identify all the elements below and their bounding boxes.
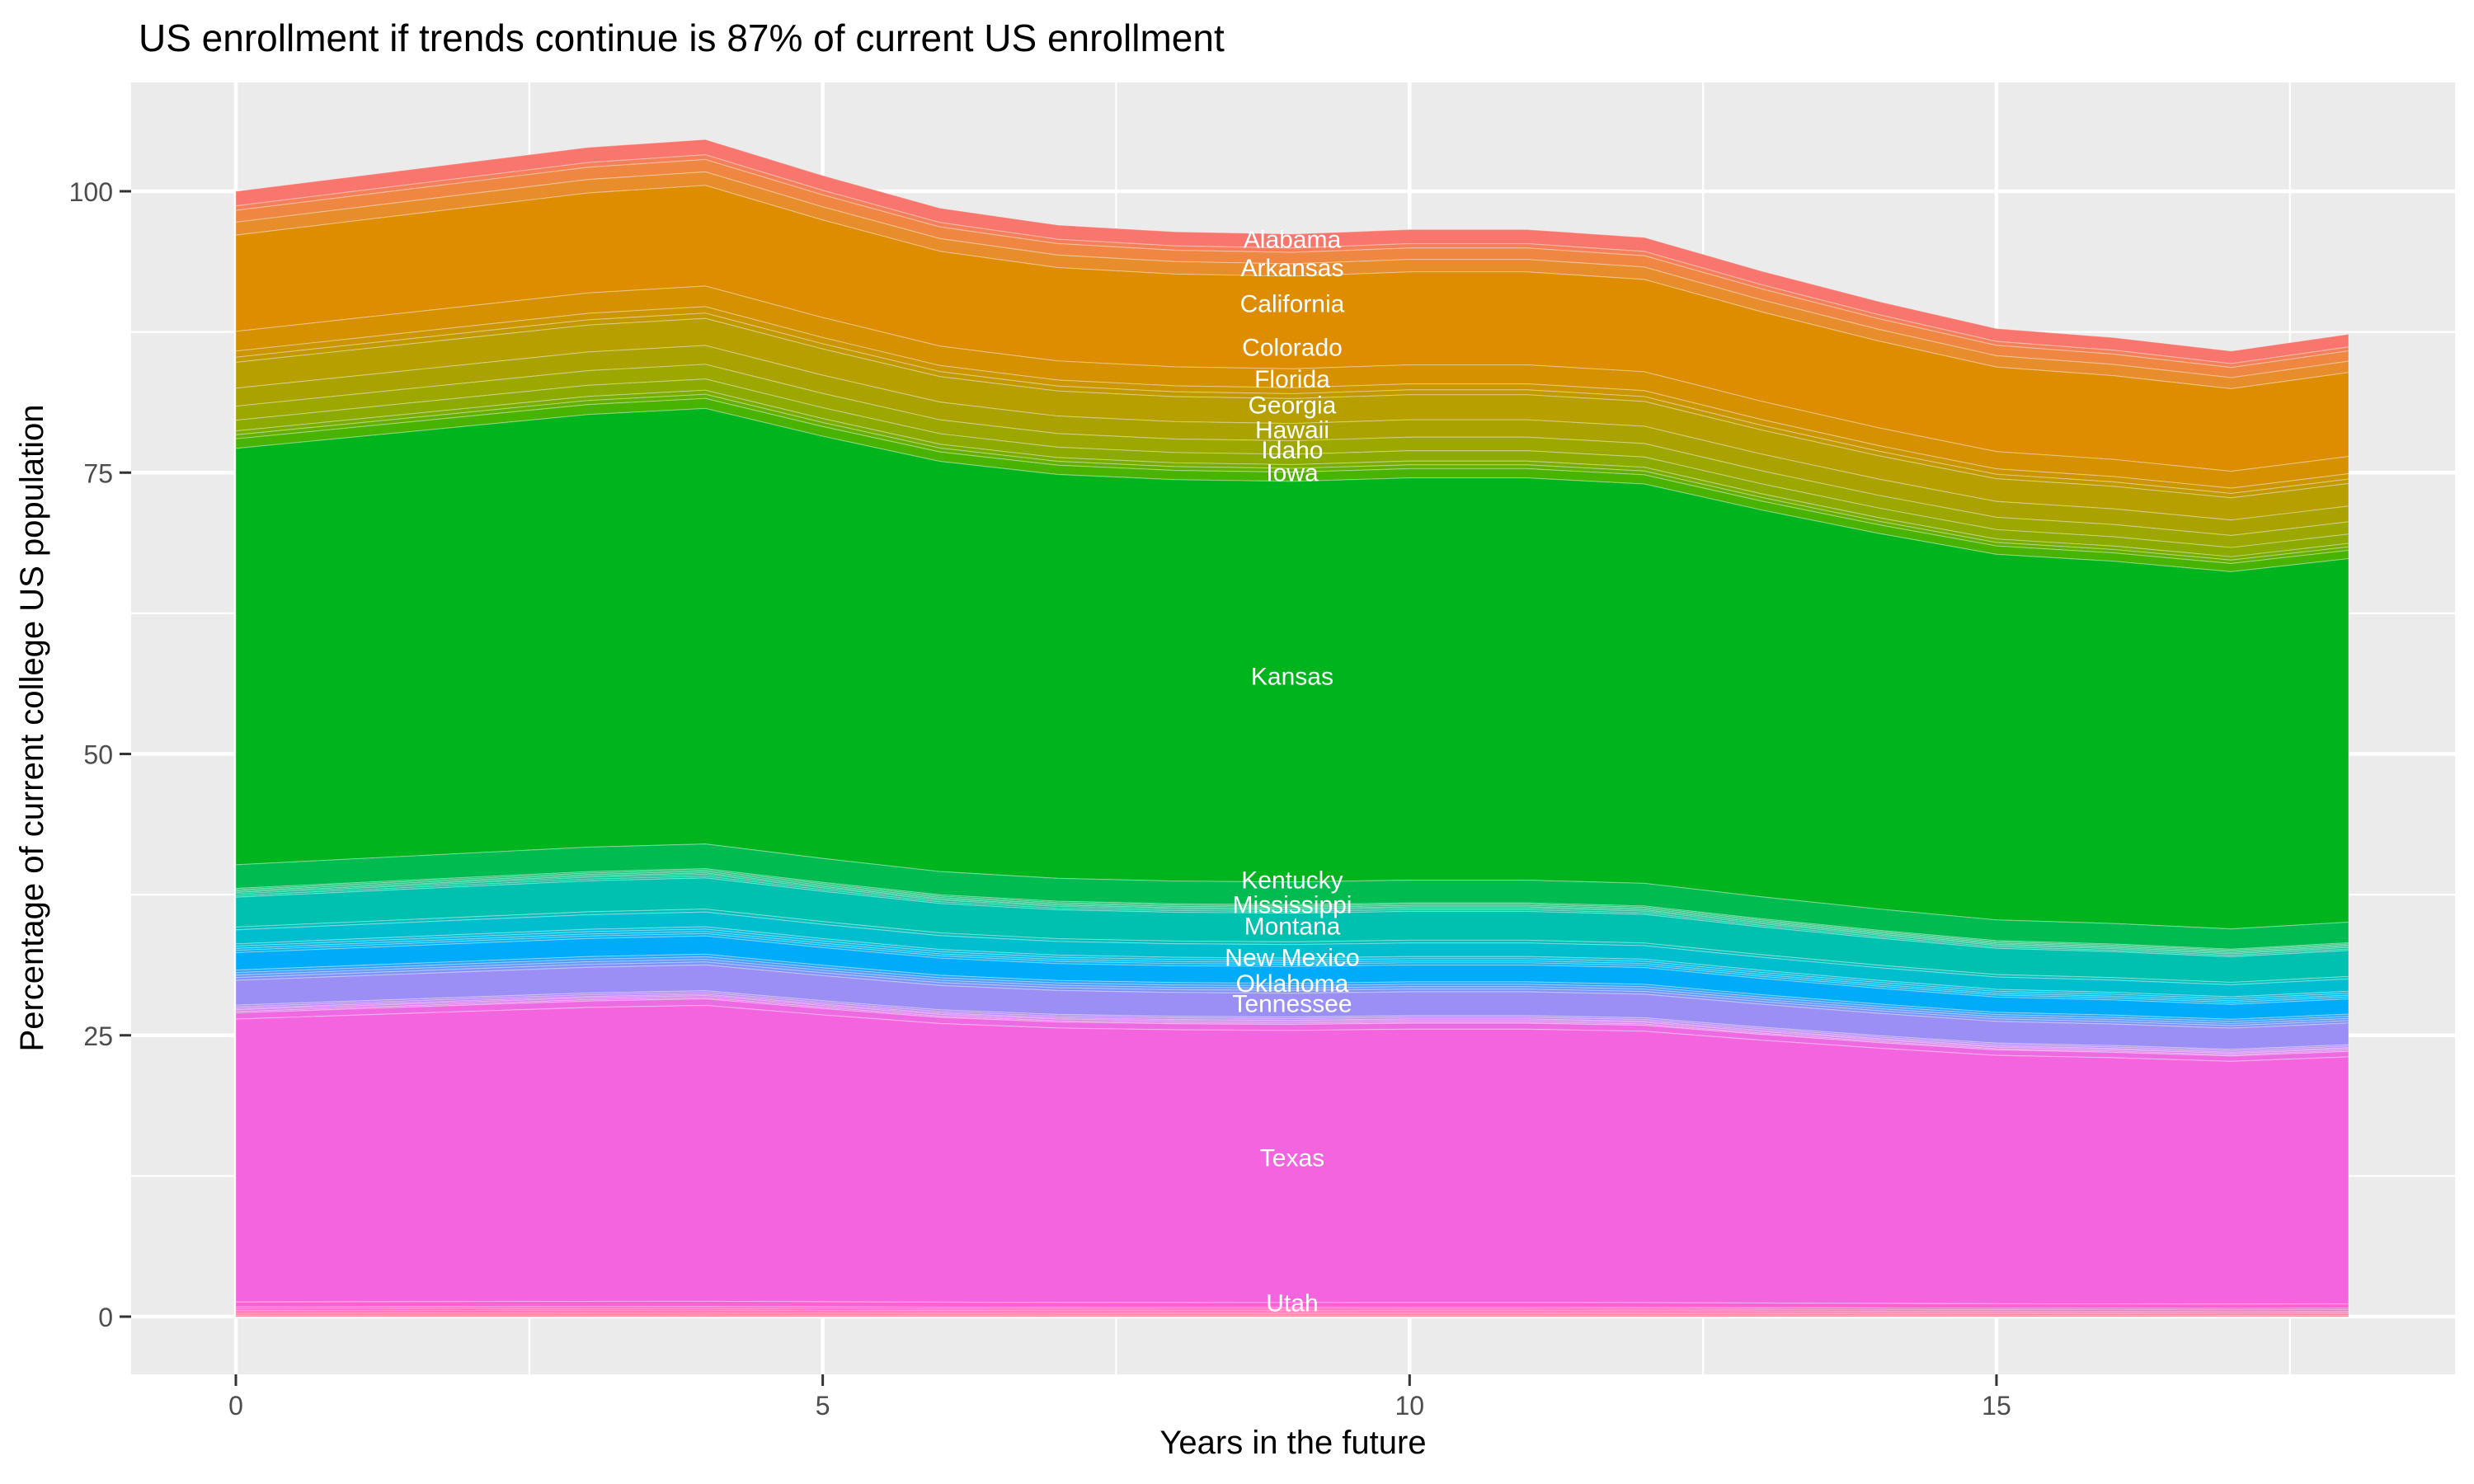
- stacked-area-bands: [235, 139, 2349, 1317]
- band-label-montana: Montana: [1244, 913, 1341, 940]
- band-label-florida: Florida: [1254, 366, 1330, 393]
- area-band-wyoming: [235, 1314, 2349, 1317]
- band-label-california: California: [1240, 291, 1345, 318]
- x-tick-label: 10: [1395, 1391, 1425, 1421]
- x-axis-title: Years in the future: [1159, 1425, 1426, 1461]
- band-label-utah: Utah: [1266, 1290, 1318, 1317]
- band-label-mississippi: Mississippi: [1232, 891, 1352, 918]
- band-label-idaho: Idaho: [1261, 437, 1323, 464]
- y-axis-title: Percentage of current college US populat…: [14, 405, 50, 1052]
- plot-title: US enrollment if trends continue is 87% …: [139, 16, 1225, 59]
- y-tick-label: 75: [83, 458, 113, 488]
- band-label-new-mexico: New Mexico: [1225, 945, 1359, 972]
- y-tick-label: 25: [83, 1021, 113, 1051]
- band-label-hawaii: Hawaii: [1255, 416, 1329, 444]
- axis-tick-labels: 0 5 10 15 0 25 50 75 100: [69, 177, 2011, 1421]
- y-tick-label: 50: [83, 740, 113, 770]
- y-tick-label: 0: [98, 1303, 113, 1332]
- band-label-iowa: Iowa: [1266, 459, 1319, 486]
- band-label-texas: Texas: [1260, 1145, 1324, 1172]
- x-tick-label: 15: [1982, 1391, 2011, 1421]
- axis-tick-marks: [120, 190, 1998, 1386]
- y-tick-label: 100: [69, 177, 113, 207]
- x-tick-label: 0: [228, 1391, 243, 1421]
- band-label-kentucky: Kentucky: [1241, 866, 1343, 894]
- band-label-tennessee: Tennessee: [1232, 991, 1352, 1018]
- band-label-alabama: Alabama: [1244, 227, 1342, 254]
- band-label-arkansas: Arkansas: [1240, 255, 1343, 282]
- band-label-oklahoma: Oklahoma: [1236, 970, 1349, 998]
- band-label-kansas: Kansas: [1251, 663, 1333, 690]
- band-label-georgia: Georgia: [1249, 392, 1337, 419]
- x-tick-label: 5: [816, 1391, 830, 1421]
- band-label-colorado: Colorado: [1242, 335, 1343, 362]
